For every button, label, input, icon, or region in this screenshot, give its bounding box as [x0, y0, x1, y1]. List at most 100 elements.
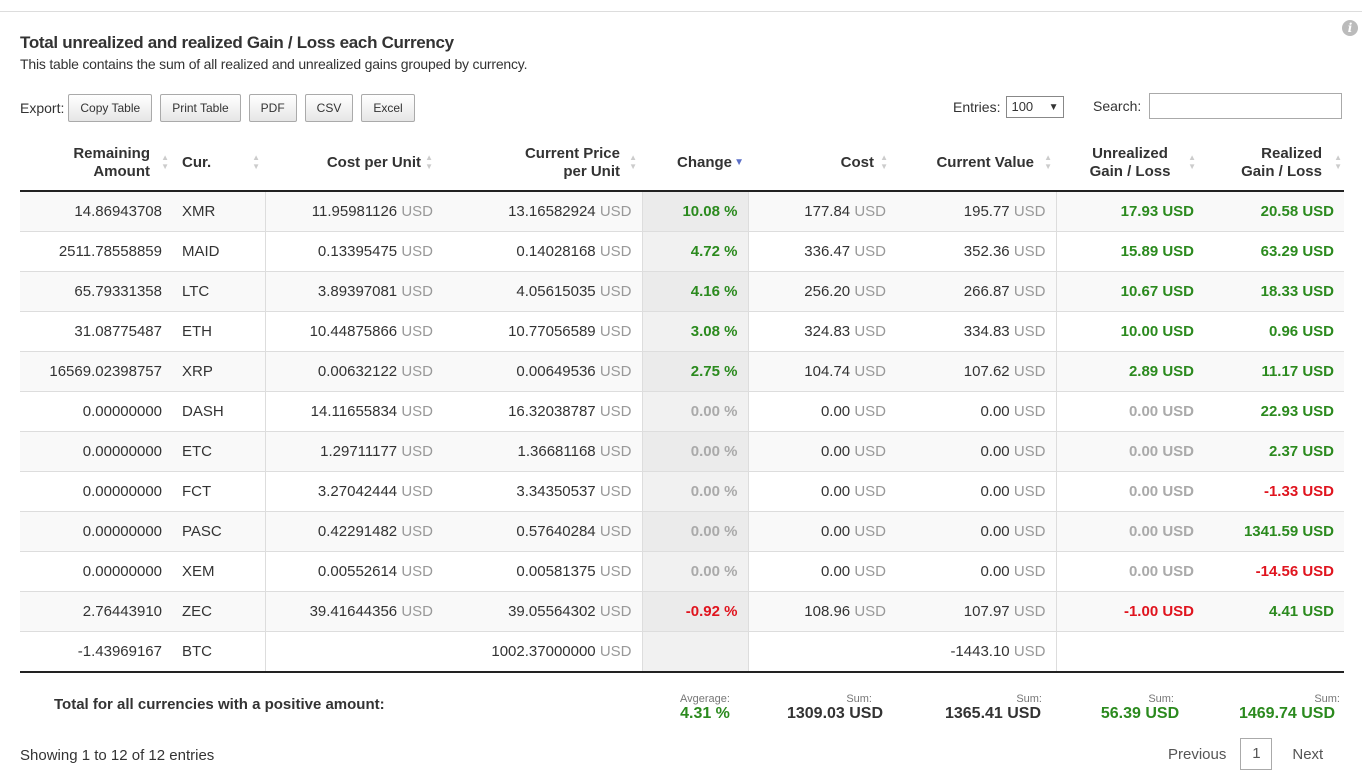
table-row: 0.00000000 FCT 3.27042444 USD 3.34350537 US… [20, 471, 1344, 512]
pagination: Previous 1 Next [1168, 738, 1323, 770]
cost-cell: 0.00 USD [748, 391, 896, 432]
table-row: 0.00000000 XEM 0.00552614 USD 0.00581375 US… [20, 551, 1344, 592]
totals-footer: Total for all currencies with a positive… [20, 688, 1344, 732]
change-cell: 0.00 % [641, 511, 749, 552]
table-row: 2511.78558859 MAID 0.13395475 USD 0.1402816… [20, 231, 1344, 272]
table-row: 65.79331358 LTC 3.89397081 USD 4.05615035 U… [20, 271, 1344, 312]
entries-value: 100 [1011, 99, 1034, 114]
csv-button[interactable]: CSV [304, 94, 354, 122]
top-border [0, 0, 1362, 12]
current-value-cell: 0.00 USD [896, 551, 1056, 592]
unrealized-cell: 17.93 USD [1055, 191, 1204, 232]
current-value-cell: 334.83 USD [896, 311, 1056, 352]
remaining-amount-cell: 16569.02398757 [20, 351, 172, 392]
page-1-button[interactable]: 1 [1240, 738, 1273, 770]
cost-cell [748, 631, 896, 673]
change-cell: 0.00 % [641, 431, 749, 472]
current-price-cell: 0.00581375 USD [443, 551, 642, 592]
table-row: 0.00000000 PASC 0.42291482 USD 0.57640284 U… [20, 511, 1344, 552]
col-header-current-value[interactable]: Current Value ▲ ▼ [896, 136, 1056, 192]
change-cell: -0.92 % [641, 591, 749, 632]
current-price-cell: 13.16582924 USD [443, 191, 642, 232]
remaining-amount-cell: 31.08775487 [20, 311, 172, 352]
cost-per-unit-cell: 0.00552614 USD [264, 551, 443, 592]
sort-icon: ▲ ▼ [161, 153, 169, 171]
realized-cell [1204, 631, 1344, 673]
current-value-cell: 107.97 USD [896, 591, 1056, 632]
cost-cell: 0.00 USD [748, 551, 896, 592]
table-row: 14.86943708 XMR 11.95981126 USD 13.16582924… [20, 191, 1344, 232]
col-header-cost[interactable]: Cost ▲ ▼ [748, 136, 896, 192]
gain-loss-table: Remaining Amount ▲ ▼ Cur. ▲ ▼ Cost per Unit ▲ ▼… [20, 136, 1344, 673]
col-header-realized[interactable]: Realized Gain / Loss ▲ ▼ [1204, 136, 1344, 192]
remaining-amount-cell: 2.76443910 [20, 591, 172, 632]
cost-per-unit-cell: 39.41644356 USD [264, 591, 443, 632]
page-title: Total unrealized and realized Gain / Los… [20, 33, 454, 52]
currency-cell: DASH [172, 391, 265, 432]
change-cell: 10.08 % [641, 191, 749, 232]
change-cell: 3.08 % [641, 311, 749, 352]
sort-icon: ▲ ▼ [252, 153, 260, 171]
excel-button[interactable]: Excel [361, 94, 415, 122]
remaining-amount-cell: 14.86943708 [20, 191, 172, 232]
previous-page-button[interactable]: Previous [1168, 745, 1227, 763]
remaining-amount-cell: 65.79331358 [20, 271, 172, 312]
unrealized-cell: 0.00 USD [1055, 511, 1204, 552]
col-header-cost-per-unit[interactable]: Cost per Unit ▲ ▼ [265, 136, 443, 192]
realized-sum-total: Sum: 1469.74 USD [1238, 693, 1340, 722]
unrealized-sum-total: Sum: 56.39 USD [1100, 693, 1180, 722]
info-icon[interactable]: i [1342, 20, 1358, 36]
current-price-cell: 4.05615035 USD [443, 271, 642, 312]
entries-info: Showing 1 to 12 of 12 entries [20, 747, 215, 764]
entries-control: Entries: 100 ▼ [953, 96, 1065, 118]
table-row: 0.00000000 DASH 14.11655834 USD 16.32038787… [20, 391, 1344, 432]
col-header-change[interactable]: Change ▼ [642, 136, 748, 192]
realized-cell: 0.96 USD [1204, 311, 1344, 352]
currency-cell: XEM [172, 551, 265, 592]
current-price-cell: 0.00649536 USD [443, 351, 642, 392]
copy-table-button[interactable]: Copy Table [68, 94, 153, 122]
sort-desc-icon: ▼ [734, 157, 744, 168]
realized-cell: 63.29 USD [1204, 231, 1344, 272]
current-price-cell: 16.32038787 USD [443, 391, 642, 432]
currency-cell: FCT [172, 471, 265, 512]
table-row: -1.43969167 BTC 1002.37000000 USD -1443.10 … [20, 631, 1344, 673]
cost-cell: 0.00 USD [748, 431, 896, 472]
table-row: 16569.02398757 XRP 0.00632122 USD 0.0064953… [20, 351, 1344, 392]
remaining-amount-cell: 2511.78558859 [20, 231, 172, 272]
col-header-current-price[interactable]: Current Price per Unit ▲ ▼ [443, 136, 642, 192]
cost-cell: 0.00 USD [748, 471, 896, 512]
export-label: Export: [20, 100, 65, 116]
col-header-remaining-amount[interactable]: Remaining Amount ▲ ▼ [20, 136, 172, 192]
unrealized-cell: 10.00 USD [1055, 311, 1204, 352]
realized-cell: -14.56 USD [1204, 551, 1344, 592]
search-input[interactable] [1149, 93, 1343, 119]
currency-cell: PASC [172, 511, 265, 552]
table-row: 31.08775487 ETH 10.44875866 USD 10.77056589… [20, 311, 1344, 352]
col-header-unrealized[interactable]: Unrealized Gain / Loss ▲ ▼ [1056, 136, 1204, 192]
remaining-amount-cell: -1.43969167 [20, 631, 172, 673]
cost-per-unit-cell: 3.27042444 USD [264, 471, 443, 512]
realized-cell: 2.37 USD [1204, 431, 1344, 472]
pdf-button[interactable]: PDF [248, 94, 297, 122]
unrealized-cell: 0.00 USD [1055, 391, 1204, 432]
cost-cell: 0.00 USD [748, 511, 896, 552]
change-cell: 2.75 % [641, 351, 749, 392]
currency-cell: ETC [172, 431, 265, 472]
remaining-amount-cell: 0.00000000 [20, 431, 172, 472]
sort-icon: ▲ ▼ [880, 153, 888, 171]
change-cell: 0.00 % [641, 391, 749, 432]
entries-select[interactable]: 100 ▼ [1006, 96, 1065, 118]
cost-cell: 108.96 USD [748, 591, 896, 632]
sort-icon: ▲ ▼ [425, 153, 433, 171]
sort-icon: ▲ ▼ [629, 153, 637, 171]
print-table-button[interactable]: Print Table [160, 94, 241, 122]
col-header-currency[interactable]: Cur. ▲ ▼ [172, 136, 265, 192]
change-cell [641, 631, 749, 673]
table-header-row: Remaining Amount ▲ ▼ Cur. ▲ ▼ Cost per Unit ▲ ▼… [20, 136, 1344, 192]
sort-icon: ▲ ▼ [1044, 153, 1052, 171]
unrealized-cell: 0.00 USD [1055, 551, 1204, 592]
current-price-cell: 1.36681168 USD [443, 431, 642, 472]
next-page-button[interactable]: Next [1292, 745, 1324, 763]
cost-per-unit-cell: 0.00632122 USD [264, 351, 443, 392]
